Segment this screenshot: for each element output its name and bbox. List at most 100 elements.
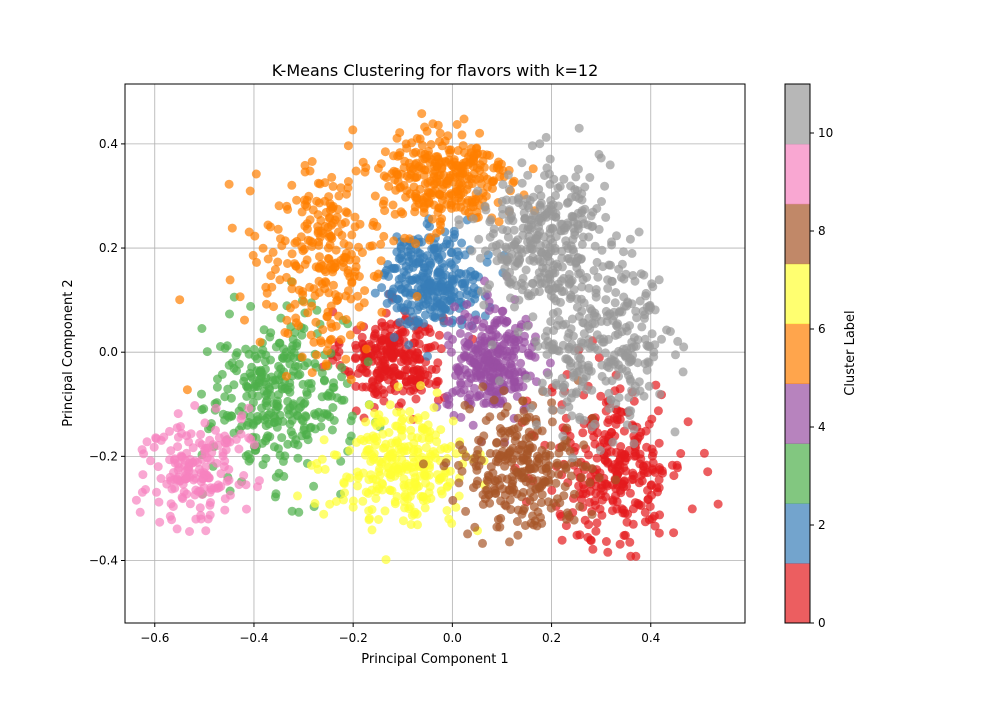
data-point [306, 379, 316, 388]
data-point [497, 306, 507, 316]
data-point [289, 353, 299, 363]
data-point [457, 238, 467, 248]
data-point [384, 181, 394, 191]
data-point [225, 309, 234, 319]
data-point [287, 506, 297, 516]
data-point [539, 475, 549, 485]
data-point [641, 288, 651, 298]
data-point [175, 295, 185, 305]
data-point [601, 348, 610, 358]
data-point [185, 499, 195, 509]
data-point [479, 162, 489, 172]
data-point [528, 164, 538, 174]
data-point [528, 279, 538, 289]
data-point [200, 418, 210, 428]
data-point [470, 383, 479, 393]
data-point [176, 422, 185, 431]
data-point [439, 170, 449, 180]
data-point [321, 359, 331, 369]
plot-frame [124, 83, 746, 624]
data-point [268, 247, 278, 257]
data-point [330, 262, 340, 272]
data-point [234, 444, 244, 454]
data-point [513, 327, 523, 337]
data-point [470, 522, 480, 532]
colorbar-band [785, 323, 810, 384]
data-point [191, 514, 201, 524]
data-point [482, 257, 492, 267]
data-point [455, 316, 465, 325]
data-point [598, 262, 608, 272]
y-tick-label: −0.2 [89, 449, 118, 463]
data-point [202, 453, 212, 463]
data-point [177, 428, 187, 438]
data-point [463, 195, 473, 205]
data-point [534, 184, 544, 194]
data-point [600, 181, 610, 191]
data-point [415, 365, 425, 375]
data-point [385, 400, 395, 410]
data-point [156, 474, 166, 483]
data-point [411, 239, 421, 249]
data-point [406, 245, 416, 255]
data-point [573, 164, 583, 174]
data-point [472, 315, 482, 325]
data-point [487, 340, 497, 350]
data-point [299, 399, 309, 409]
data-point [220, 505, 230, 515]
data-point [290, 238, 300, 248]
data-point [579, 329, 589, 339]
data-point [524, 203, 534, 213]
data-point [670, 427, 680, 437]
data-point [345, 272, 355, 282]
data-point [498, 180, 508, 189]
data-point [190, 401, 200, 410]
data-point [437, 313, 447, 322]
data-point [364, 506, 374, 516]
data-point [281, 371, 291, 381]
data-point [537, 498, 546, 508]
data-point [614, 371, 624, 381]
data-point [558, 340, 568, 350]
colorbar-label: Cluster Label [843, 310, 858, 395]
data-point [430, 311, 440, 321]
data-point [284, 409, 294, 419]
data-point [469, 457, 479, 467]
data-point [303, 435, 313, 445]
data-point [454, 491, 464, 501]
data-point [162, 479, 172, 489]
data-point [531, 234, 541, 244]
data-point [444, 394, 454, 404]
data-point [545, 228, 555, 238]
data-point [400, 306, 410, 315]
data-point [420, 263, 430, 273]
data-point [449, 226, 459, 236]
data-point [310, 409, 319, 419]
data-point [623, 297, 633, 307]
data-point [498, 204, 508, 214]
data-point [634, 478, 644, 488]
data-point [560, 482, 570, 492]
data-point [262, 299, 271, 309]
data-point [380, 506, 390, 516]
data-point [504, 368, 514, 378]
data-point [474, 391, 484, 401]
data-point [452, 120, 462, 129]
data-point [643, 485, 652, 495]
data-point [614, 393, 624, 403]
data-point [404, 317, 414, 326]
data-point [316, 413, 326, 423]
data-point [361, 417, 371, 427]
data-point [547, 286, 557, 296]
data-point [640, 313, 649, 323]
data-point [327, 172, 337, 182]
data-point [556, 405, 566, 415]
data-point [323, 307, 333, 317]
data-point [505, 537, 514, 547]
data-point [481, 398, 491, 408]
data-point [506, 384, 516, 394]
data-point [206, 419, 216, 428]
x-axis-label: Principal Component 1 [361, 652, 508, 667]
data-point [643, 494, 653, 504]
data-point [625, 321, 634, 331]
